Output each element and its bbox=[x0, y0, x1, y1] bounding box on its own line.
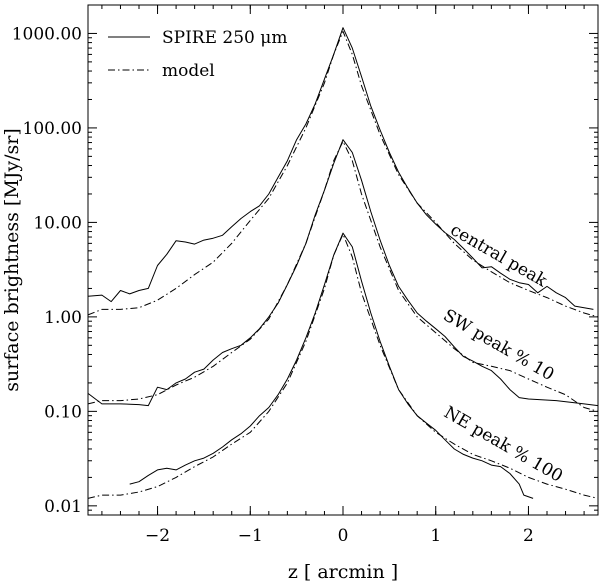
y-axis-label: surface brightness [MJy/sr] bbox=[1, 128, 23, 392]
y-tick-label: 1000.00 bbox=[12, 24, 82, 44]
legend-label-data: SPIRE 250 μm bbox=[162, 28, 287, 48]
annotation-1: SW peak % 10 bbox=[440, 306, 558, 386]
series-line-5-model bbox=[87, 233, 599, 499]
legend-label-model: model bbox=[162, 61, 215, 81]
x-tick-label: 0 bbox=[338, 526, 349, 546]
x-tick-label: 2 bbox=[523, 526, 534, 546]
tick-labels: −2 −1 0 1 2 0.01 0.10 1.00 10.00 100.00 1000.00 bbox=[12, 24, 534, 546]
series-line-4-spire bbox=[129, 232, 534, 499]
x-axis-label: z [ arcmin ] bbox=[288, 561, 398, 583]
plot-frame bbox=[87, 4, 599, 516]
axis-ticks bbox=[88, 4, 598, 516]
annotation-2: NE peak % 100 bbox=[440, 403, 566, 487]
annotation-0: central peak bbox=[447, 220, 551, 292]
series-line-3-model bbox=[87, 140, 599, 412]
x-tick-label: −1 bbox=[238, 526, 263, 546]
y-tick-label: 100.00 bbox=[23, 119, 82, 139]
series-line-1-model bbox=[87, 30, 599, 318]
y-tick-label: 0.01 bbox=[44, 497, 82, 517]
x-tick-label: −2 bbox=[145, 526, 170, 546]
series-lines bbox=[87, 27, 599, 499]
series-line-0-spire bbox=[87, 27, 594, 310]
y-tick-label: 0.10 bbox=[44, 402, 82, 422]
y-tick-label: 10.00 bbox=[33, 213, 82, 233]
x-tick-label: 1 bbox=[430, 526, 441, 546]
y-tick-label: 1.00 bbox=[44, 308, 82, 328]
series-line-2-spire bbox=[87, 139, 599, 407]
legend: SPIRE 250 μm model bbox=[108, 28, 287, 81]
